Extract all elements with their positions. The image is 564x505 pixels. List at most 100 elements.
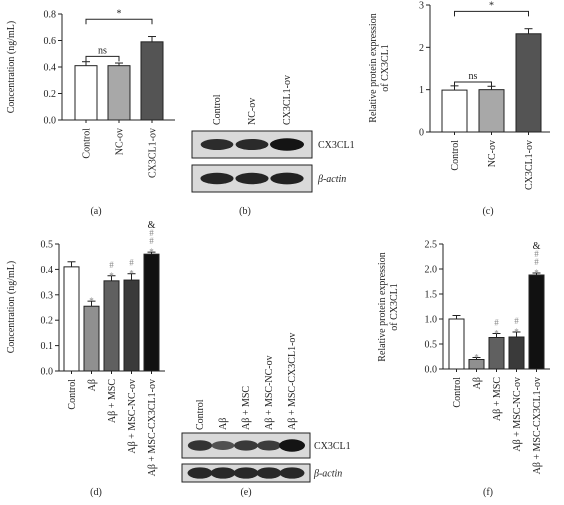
bar xyxy=(515,33,542,133)
x-tick-label: NC-ov xyxy=(115,128,126,155)
bar xyxy=(488,337,505,370)
y-axis-label-line: Relative protein expression xyxy=(377,252,388,361)
lane-label-group: Control xyxy=(195,399,206,430)
x-tick-label: Aβ + MSC-CX3CL1-ov xyxy=(532,377,543,474)
y-axis-label-group: Concentration (ng/mL) xyxy=(6,261,17,353)
x-tick-label-group: NC-ov xyxy=(487,140,498,167)
lane-label: NC-ov xyxy=(247,98,258,125)
x-tick-label-group: Aβ + MSC xyxy=(492,377,503,421)
y-tick-label: 0 xyxy=(419,128,424,139)
significance-mark: # xyxy=(129,258,134,268)
x-tick-label: Aβ xyxy=(87,379,98,391)
blot-row-label: β-actin xyxy=(317,174,346,185)
x-tick-label: Aβ xyxy=(472,377,483,389)
blot-row-label: CX3CL1 xyxy=(318,140,355,151)
significance-mark: # xyxy=(109,260,114,270)
significance-mark: * xyxy=(89,296,94,306)
panel-label: (b) xyxy=(239,206,251,217)
lane-label-group: NC-ov xyxy=(247,98,258,125)
bar xyxy=(143,253,160,372)
blot-band xyxy=(210,467,236,479)
blot-band xyxy=(234,440,258,451)
lane-label: Aβ xyxy=(218,418,229,430)
y-tick-label: 0.2 xyxy=(41,316,54,327)
significance-mark: * xyxy=(494,329,499,339)
significance-mark: & xyxy=(148,220,156,231)
y-tick-label: 2.0 xyxy=(425,265,438,276)
x-tick-label: Aβ + MSC-CX3CL1-ov xyxy=(147,379,158,476)
y-tick-label: 0.1 xyxy=(41,341,54,352)
x-tick-label: Aβ + MSC-NC-ov xyxy=(512,377,523,452)
blot-row-label: β-actin xyxy=(313,469,342,480)
x-tick-label-group: Control xyxy=(82,128,93,159)
y-tick-label: 0.4 xyxy=(44,63,57,74)
blot-band xyxy=(235,138,269,151)
y-tick-label: 0.0 xyxy=(41,367,54,378)
panel-label: (c) xyxy=(482,206,493,217)
bar xyxy=(74,65,98,121)
bracket-label: ns xyxy=(469,71,478,82)
significance-mark: * xyxy=(129,269,134,279)
lane-label: Control xyxy=(195,399,206,430)
blot-band xyxy=(256,467,282,479)
significance-bracket xyxy=(454,10,529,17)
lane-label: CX3CL1-ov xyxy=(282,75,293,125)
blot-band xyxy=(200,139,234,150)
x-tick-label-group: Control xyxy=(452,377,463,408)
x-tick-label-group: Control xyxy=(67,379,78,410)
y-axis-label-group: Relative protein expression of CX3CL1 xyxy=(377,252,400,361)
lane-label: Aβ + MSC xyxy=(241,386,252,430)
lane-label: Aβ + MSC-CX3CL1-ov xyxy=(287,333,298,430)
bar xyxy=(478,89,505,133)
x-tick-label: Control xyxy=(67,379,78,410)
x-tick-label-group: NC-ov xyxy=(115,128,126,155)
y-tick-label: 2 xyxy=(419,43,424,54)
y-tick-label: 1 xyxy=(419,85,424,96)
y-tick-label: 0.6 xyxy=(44,36,57,47)
x-tick-label: Control xyxy=(82,128,93,159)
x-tick-label-group: CX3CL1-ov xyxy=(148,128,159,178)
lane-label-group: Aβ + MSC-CX3CL1-ov xyxy=(287,333,298,430)
bar xyxy=(140,41,164,121)
lane-label-group: Control xyxy=(212,94,223,125)
y-tick-label: 0.5 xyxy=(425,340,438,351)
x-tick-label-group: Aβ + MSC-CX3CL1-ov xyxy=(147,379,158,476)
significance-mark: # xyxy=(494,318,499,328)
panel-label: (a) xyxy=(90,206,101,217)
x-tick-label: NC-ov xyxy=(487,140,498,167)
chart-d: 0.0 0.1 0.2 0.3 0.4 0.5 Concentration (ng/mL) C… xyxy=(6,220,165,498)
bracket-label: * xyxy=(117,8,122,19)
blot-band xyxy=(270,138,304,151)
significance-mark: * xyxy=(109,271,114,281)
significance-bracket xyxy=(454,81,492,88)
significance-mark: * xyxy=(474,353,479,363)
x-tick-label-group: Aβ + MSC-NC-ov xyxy=(127,379,138,454)
bar xyxy=(83,305,100,372)
blot-band xyxy=(187,467,213,479)
y-tick-label: 0.3 xyxy=(41,290,54,301)
bar xyxy=(63,266,80,372)
x-tick-label: Control xyxy=(450,140,461,171)
significance-mark: * xyxy=(534,268,539,278)
lane-label: Control xyxy=(212,94,223,125)
significance-mark: * xyxy=(149,247,154,257)
bar xyxy=(528,274,545,370)
blot-band xyxy=(233,467,259,479)
y-axis-label: Concentration (ng/mL) xyxy=(6,21,17,113)
x-tick-label-group: Aβ xyxy=(87,379,98,391)
significance-mark: * xyxy=(514,327,519,337)
y-tick-label: 0.2 xyxy=(44,89,57,100)
x-tick-label-group: Aβ xyxy=(472,377,483,389)
x-tick-label: CX3CL1-ov xyxy=(148,128,159,178)
bar xyxy=(448,318,465,370)
blot-band xyxy=(279,439,305,452)
x-tick-label: Control xyxy=(452,377,463,408)
blot-band xyxy=(270,172,304,185)
x-tick-label: CX3CL1-ov xyxy=(524,140,535,190)
bar xyxy=(441,89,468,133)
x-tick-label-group: Aβ + MSC-CX3CL1-ov xyxy=(532,377,543,474)
significance-mark: # xyxy=(534,257,539,267)
y-tick-label: 0.0 xyxy=(425,365,438,376)
y-axis-label-line: of CX3CL1 xyxy=(389,283,400,331)
